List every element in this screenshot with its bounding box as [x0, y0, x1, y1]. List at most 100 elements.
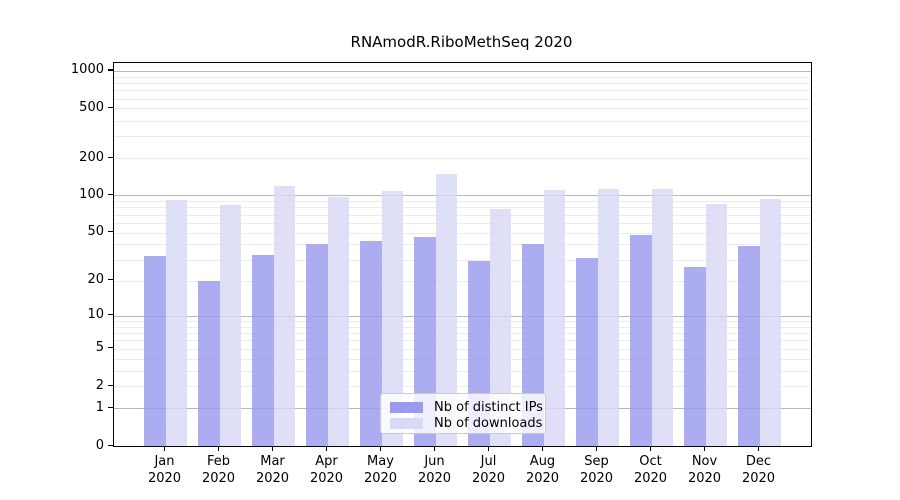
y-tick-label: 50 [87, 224, 104, 239]
y-tick-mark [108, 406, 113, 409]
month-label: Jul [480, 454, 497, 469]
gridline-minor [114, 214, 811, 216]
y-tick-label: 2 [95, 377, 104, 393]
gridline-minor [114, 244, 811, 246]
gridline-minor [114, 326, 811, 328]
year-label: 2020 [687, 471, 722, 486]
gridline-minor [114, 321, 811, 322]
bar-dec-distinct-ips [738, 245, 760, 446]
gridline-minor [114, 108, 811, 110]
y-tick-mark [108, 347, 113, 349]
x-tick-label-aug: Aug 2020 [513, 453, 573, 487]
x-tick-label-feb: Feb 2020 [189, 453, 249, 487]
bar-jan-downloads [165, 199, 187, 446]
legend-swatch-distinct-ips [390, 401, 423, 413]
gridline-minor [114, 358, 811, 360]
year-label: 2020 [255, 471, 290, 486]
gridline-minor [114, 76, 811, 78]
year-label: 2020 [309, 471, 344, 486]
bar-oct-downloads [651, 189, 673, 446]
gridline-minor [114, 158, 811, 159]
year-label: 2020 [741, 471, 776, 486]
month-label: Dec [745, 454, 772, 469]
bar-sep-downloads [597, 188, 619, 446]
x-tick-label-jul: Jul 2020 [459, 453, 519, 487]
x-tick-label-may: May 2020 [351, 453, 411, 487]
gridline-minor [114, 280, 811, 282]
x-tick-mark [488, 446, 490, 451]
bar-aug-downloads [543, 189, 565, 446]
bar-mar-downloads [273, 185, 295, 446]
y-tick-label: 1000 [70, 62, 104, 78]
bar-apr-distinct-ips [306, 244, 328, 446]
bar-oct-distinct-ips [630, 234, 652, 446]
y-tick-label: 10 [87, 307, 104, 323]
y-tick-mark [108, 106, 113, 109]
year-label: 2020 [633, 471, 668, 486]
gridline-minor [114, 386, 811, 388]
plot-area [113, 62, 812, 447]
gridline-minor [114, 207, 811, 209]
bar-jan-distinct-ips [144, 256, 166, 446]
gridline-minor [114, 98, 811, 100]
year-label: 2020 [147, 471, 182, 486]
legend-swatch-downloads [390, 417, 423, 429]
x-tick-label-jan: Jan 2020 [135, 453, 195, 487]
y-tick-mark [108, 231, 113, 233]
x-tick-label-jun: Jun 2020 [405, 453, 465, 487]
x-tick-label-nov: Nov 2020 [675, 453, 735, 487]
y-tick-mark [108, 314, 113, 316]
legend-label: Nb of distinct IPs [434, 399, 543, 415]
x-tick-label-dec: Dec 2020 [729, 453, 789, 487]
y-tick-label: 200 [79, 149, 104, 165]
legend-label: Nb of downloads [434, 415, 543, 431]
x-tick-mark [164, 446, 166, 451]
bar-feb-downloads [219, 204, 241, 446]
gridline-minor [114, 83, 811, 84]
x-tick-mark [434, 446, 436, 451]
x-tick-mark [596, 446, 598, 451]
year-label: 2020 [525, 471, 560, 486]
gridline-minor [114, 259, 811, 261]
bar-may-downloads [381, 191, 403, 446]
x-tick-label-sep: Sep 2020 [567, 453, 627, 487]
month-label: Jun [424, 454, 445, 469]
month-label: Sep [584, 454, 609, 469]
y-tick-mark [108, 156, 113, 158]
x-tick-label-oct: Oct 2020 [621, 453, 681, 487]
year-label: 2020 [417, 471, 452, 486]
bar-jun-downloads [435, 173, 457, 446]
month-label: May [367, 454, 394, 469]
gridline-minor [114, 90, 811, 92]
bar-apr-downloads [327, 197, 349, 446]
month-label: Feb [206, 454, 231, 469]
y-tick-label: 20 [87, 272, 104, 288]
y-tick-label: 5 [95, 340, 104, 356]
y-tick-label: 100 [79, 186, 104, 202]
x-tick-mark [218, 446, 220, 451]
y-tick-mark [108, 69, 113, 71]
legend: Nb of distinct IPs Nb of downloads [380, 393, 546, 434]
bar-nov-distinct-ips [684, 267, 706, 446]
x-tick-mark [650, 446, 652, 451]
bar-jul-downloads [489, 208, 511, 446]
x-tick-mark [704, 446, 706, 451]
y-tick-label: 500 [79, 99, 104, 115]
gridline-minor [114, 348, 811, 350]
x-tick-mark [380, 446, 382, 451]
x-tick-mark [326, 446, 328, 451]
month-label: Jan [154, 454, 175, 469]
x-tick-mark [542, 446, 544, 451]
y-tick-label: 0 [95, 437, 104, 453]
gridline-minor [114, 232, 811, 234]
year-label: 2020 [471, 471, 506, 486]
bar-sep-distinct-ips [576, 257, 598, 446]
month-label: Mar [260, 454, 285, 469]
y-tick-label: 1 [95, 399, 104, 415]
legend-row: Nb of distinct IPs [390, 399, 545, 415]
bar-mar-distinct-ips [252, 254, 274, 446]
gridline-minor [114, 222, 811, 224]
x-tick-mark [272, 446, 274, 451]
y-tick-mark [108, 444, 113, 446]
